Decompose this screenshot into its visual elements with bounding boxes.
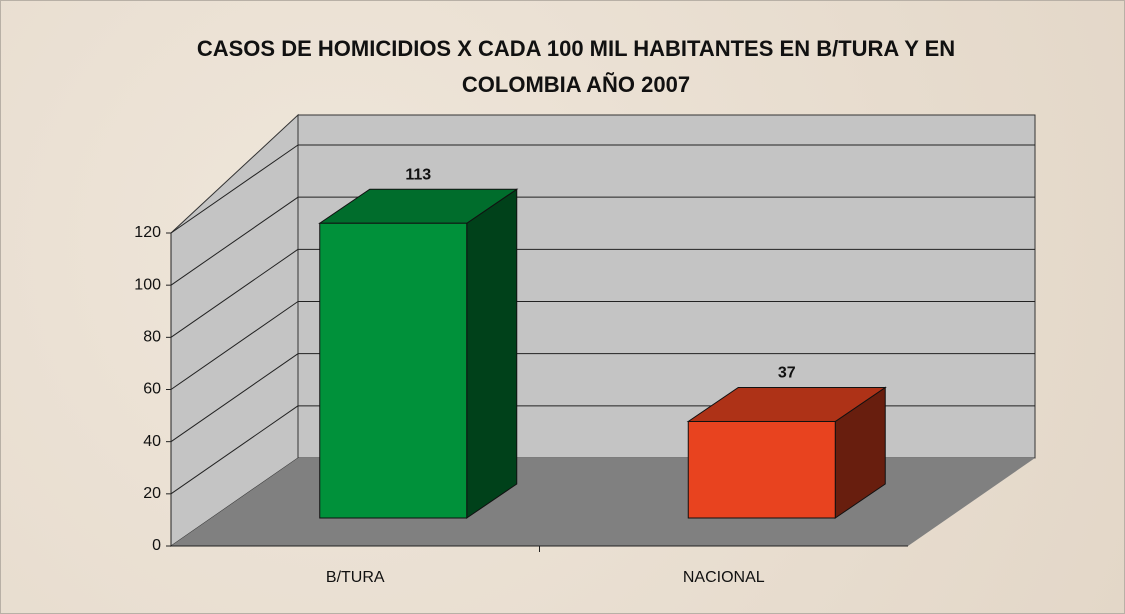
grid-line [170,405,299,495]
floor [171,458,1035,546]
bar-side [466,188,518,519]
y-tick-label: 20 [143,485,161,502]
y-tick-label: 0 [152,537,161,554]
data-label: 113 [405,166,431,183]
y-tick-label: 60 [143,381,161,398]
grid-line [170,144,299,234]
chart-title: CASOS DE HOMICIDIOS X CADA 100 MIL HABIT… [196,36,956,97]
y-tick-label: 40 [143,433,161,450]
y-tick-label: 100 [134,276,161,293]
grid-line [170,248,299,338]
bar [319,222,468,519]
y-tick-label: 120 [134,224,161,241]
x-tick-label: NACIONAL [683,569,765,586]
bar [687,420,836,519]
grid-line [170,301,299,390]
grid-line [170,196,299,286]
x-tick-label: B/TURA [326,569,385,586]
data-label: 37 [778,365,796,382]
grid-line [170,353,299,443]
y-tick-label: 80 [143,329,161,346]
